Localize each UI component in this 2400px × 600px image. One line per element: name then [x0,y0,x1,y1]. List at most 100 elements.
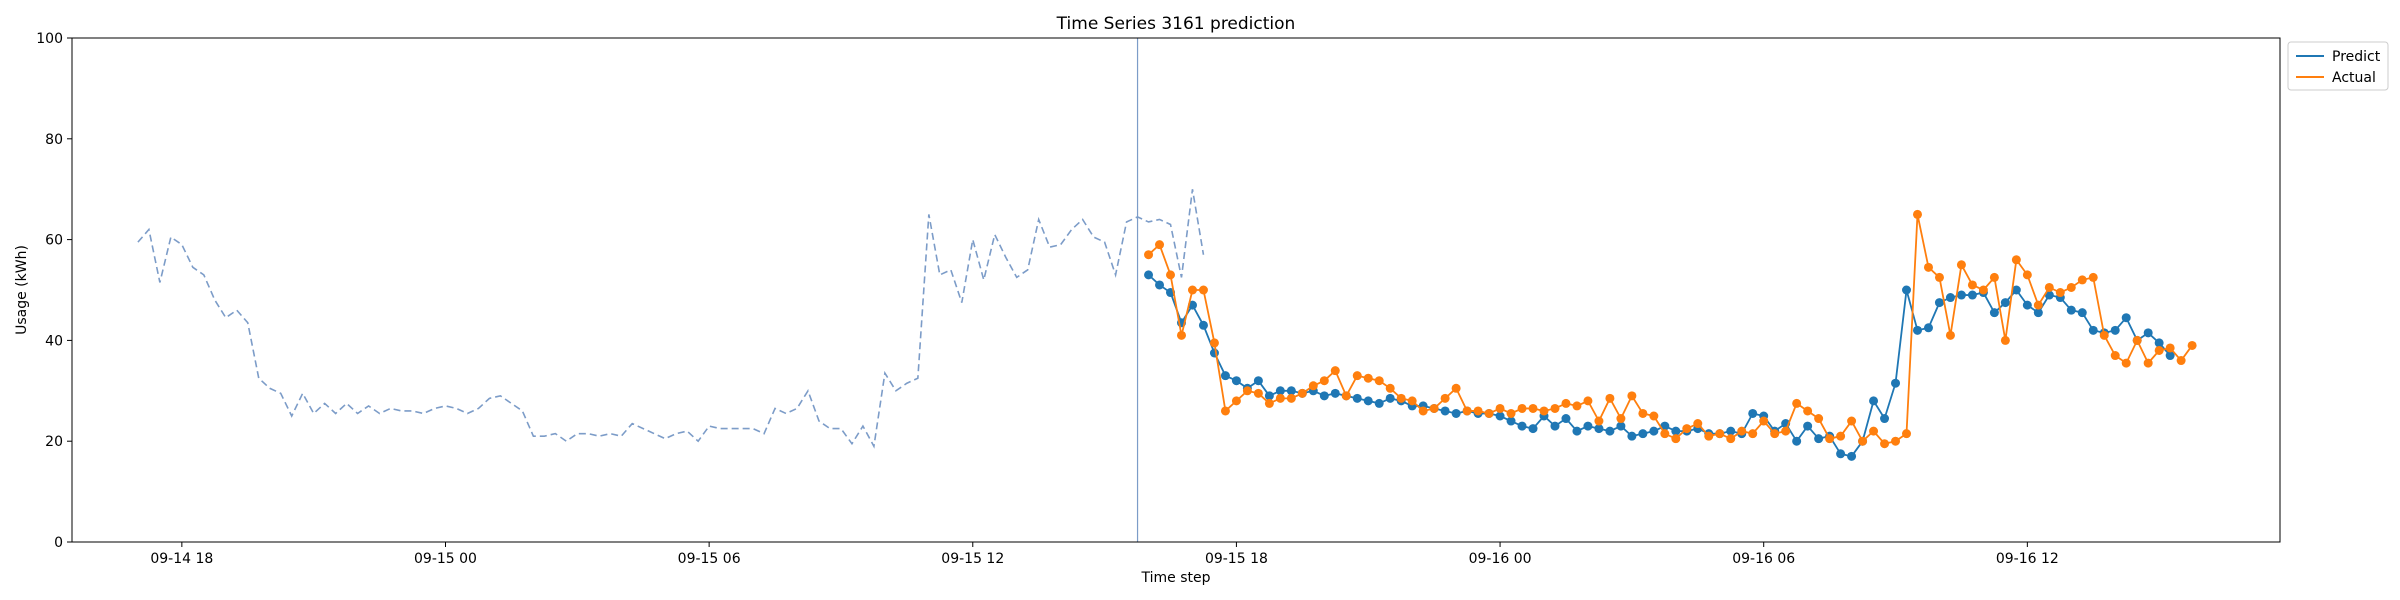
data-point-actual [1561,399,1570,408]
y-axis-label: Usage (kWh) [14,245,30,335]
data-point-actual [1583,396,1592,405]
data-point-actual [1990,273,1999,282]
data-point-predict [1847,452,1856,461]
data-point-predict [2144,328,2153,337]
data-point-predict [1375,399,1384,408]
data-point-actual [1924,263,1933,272]
y-tick-label: 100 [36,31,63,47]
data-point-predict [1550,422,1559,431]
data-point-predict [1891,379,1900,388]
data-point-predict [1649,427,1658,436]
data-point-actual [2166,343,2175,352]
data-point-actual [2001,336,2010,345]
data-point-predict [1935,298,1944,307]
data-point-actual [2078,275,2087,284]
data-point-actual [1935,273,1944,282]
data-point-actual [1507,409,1516,418]
data-point-actual [1375,376,1384,385]
data-point-actual [1309,381,1318,390]
data-point-predict [1144,270,1153,279]
data-point-predict [2023,301,2032,310]
data-point-actual [1858,437,1867,446]
data-point-actual [1770,429,1779,438]
data-point-predict [1572,427,1581,436]
data-point-actual [1913,210,1922,219]
data-point-actual [1408,396,1417,405]
data-point-actual [1572,401,1581,410]
data-point-actual [1496,404,1505,413]
data-point-actual [1364,374,1373,383]
data-point-actual [2111,351,2120,360]
data-point-actual [1737,427,1746,436]
data-point-actual [1792,399,1801,408]
data-point-actual [1671,434,1680,443]
x-axis-label: Time step [1141,570,1211,586]
data-point-actual [1353,371,1362,380]
data-point-actual [1331,366,1340,375]
data-point-actual [1682,424,1691,433]
data-point-predict [1561,414,1570,423]
y-tick-label: 0 [54,535,63,551]
data-point-predict [1902,286,1911,295]
data-point-actual [1441,394,1450,403]
data-point-predict [1869,396,1878,405]
data-point-actual [2067,283,2076,292]
data-point-actual [1342,391,1351,400]
data-point-actual [1902,429,1911,438]
data-point-actual [1221,406,1230,415]
x-tick-label: 09-15 06 [678,551,741,567]
data-point-actual [1616,414,1625,423]
chart-title: Time Series 3161 prediction [1056,14,1296,34]
data-point-predict [1320,391,1329,400]
data-point-actual [1463,406,1472,415]
data-point-actual [1627,391,1636,400]
x-tick-label: 09-16 00 [1469,551,1532,567]
data-point-actual [1287,394,1296,403]
data-point-actual [1748,429,1757,438]
data-point-actual [2188,341,2197,350]
data-point-actual [1946,331,1955,340]
data-point-actual [2056,288,2065,297]
data-point-predict [1880,414,1889,423]
y-tick-label: 80 [45,132,63,148]
data-point-actual [1693,419,1702,428]
data-point-predict [1353,394,1362,403]
data-point-predict [1627,432,1636,441]
data-point-predict [1155,280,1164,289]
data-point-actual [2089,273,2098,282]
data-point-actual [1210,338,1219,347]
data-point-predict [2001,298,2010,307]
data-point-actual [1638,409,1647,418]
data-point-actual [1529,404,1538,413]
data-point-actual [1298,389,1307,398]
x-tick-label: 09-14 18 [150,551,213,567]
data-point-actual [1979,286,1988,295]
data-point-predict [2078,308,2087,317]
data-point-actual [1880,439,1889,448]
data-point-predict [2067,306,2076,315]
data-point-predict [1199,321,1208,330]
data-point-actual [1968,280,1977,289]
data-point-actual [2045,283,2054,292]
data-point-actual [1386,384,1395,393]
data-point-predict [1924,323,1933,332]
data-point-actual [1660,429,1669,438]
data-point-actual [1715,429,1724,438]
data-point-actual [1265,399,1274,408]
data-point-predict [1792,437,1801,446]
data-point-actual [1155,240,1164,249]
x-tick-label: 09-15 18 [1205,551,1268,567]
y-tick-label: 40 [45,333,63,349]
data-point-actual [2122,359,2131,368]
data-point-predict [1221,371,1230,380]
data-point-predict [2111,326,2120,335]
data-point-predict [1957,291,1966,300]
data-point-predict [1638,429,1647,438]
data-point-predict [1452,409,1461,418]
data-point-actual [1957,260,1966,269]
data-point-actual [2034,301,2043,310]
data-point-actual [1847,417,1856,426]
data-point-actual [1605,394,1614,403]
data-point-actual [1243,386,1252,395]
